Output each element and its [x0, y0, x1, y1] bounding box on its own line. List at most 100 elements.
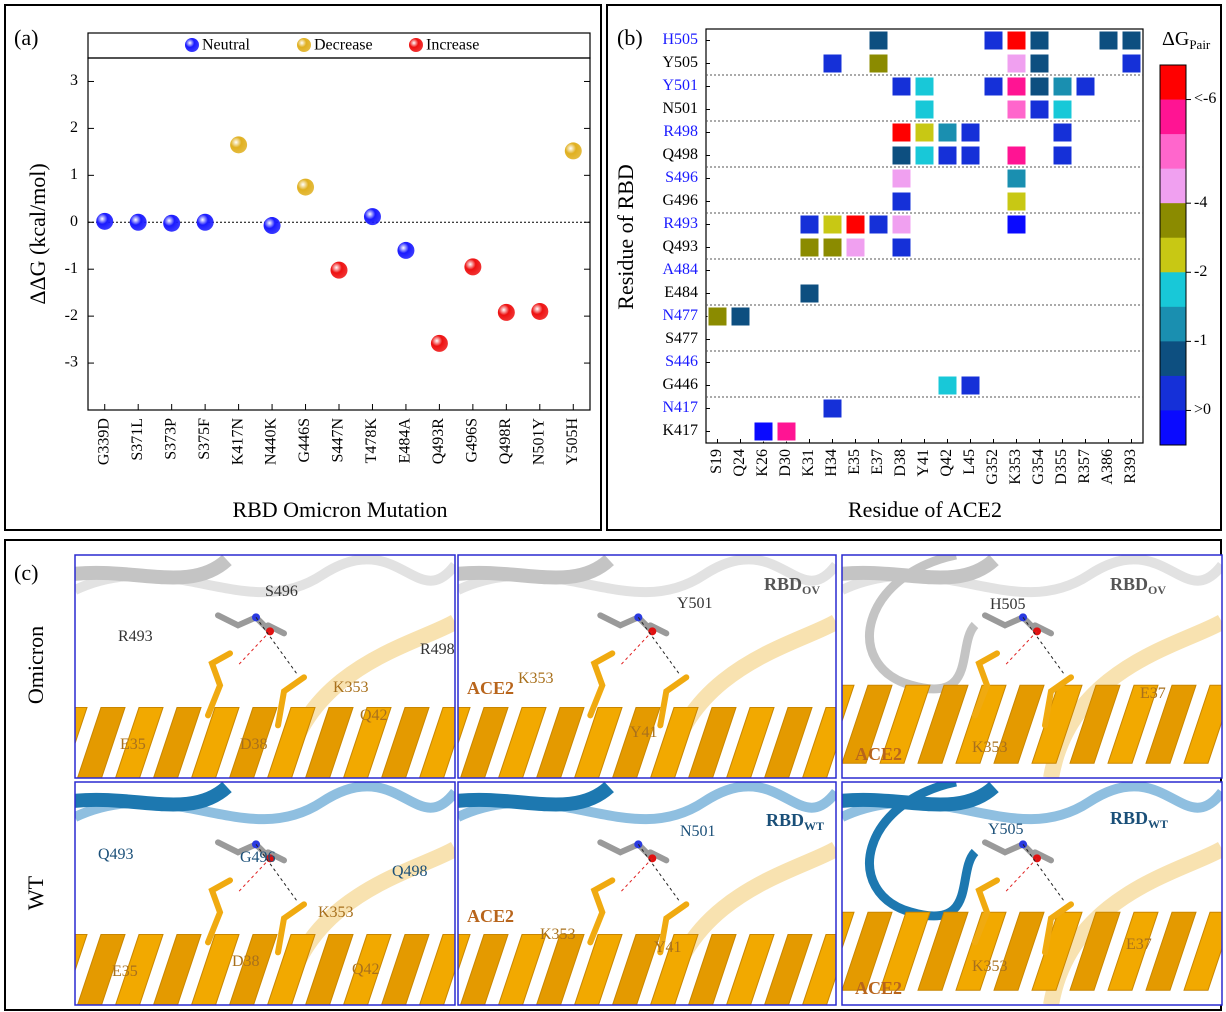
y-tick-label: E484	[664, 284, 698, 301]
panel-label: (a)	[14, 25, 38, 50]
label-text: Y501	[677, 595, 713, 612]
label-text: Q42	[352, 961, 380, 978]
heat-cell	[892, 238, 911, 257]
x-tick-label: S371L	[129, 418, 146, 461]
y-tick-label: S446	[665, 353, 698, 370]
heat-cell	[892, 146, 911, 165]
label-text: N501	[680, 823, 716, 840]
heat-cell	[823, 238, 842, 257]
label-text: ACE2	[855, 978, 902, 998]
scene-label: E37	[1140, 685, 1166, 702]
y-tick-label: S477	[665, 330, 698, 347]
label-text: RBD	[1110, 574, 1148, 594]
x-tick-label: D30	[777, 449, 794, 477]
heat-cell	[1122, 31, 1141, 50]
y-tick-label: N417	[662, 399, 698, 416]
heat-cell	[1053, 100, 1072, 119]
label-sub: OV	[802, 583, 820, 597]
label-text: RBD	[1110, 808, 1148, 828]
x-tick-label: S375F	[196, 418, 213, 460]
label-text: RBD	[764, 574, 802, 594]
label-text: D38	[240, 736, 268, 753]
x-axis-label: Residue of ACE2	[848, 497, 1002, 522]
x-tick-label: Q493R	[430, 418, 447, 465]
heat-cell	[1007, 77, 1026, 96]
scene-label: R498	[420, 641, 455, 658]
y-tick-label: R498	[663, 123, 698, 140]
y-tick-label: N501	[662, 100, 698, 117]
plot-frame	[88, 58, 590, 410]
scene-label: K353	[333, 679, 369, 696]
x-tick-label: N501Y	[530, 418, 547, 466]
heat-cell	[846, 238, 865, 257]
scene-label: Q42	[360, 707, 388, 724]
label-text: Y41	[630, 724, 658, 741]
x-tick-label: D355	[1053, 449, 1070, 485]
x-tick-label: G496S	[464, 418, 481, 462]
y-tick-label: Q493	[662, 238, 698, 255]
y-tick-label: Y505	[662, 54, 698, 71]
scene-label: S496	[265, 583, 298, 600]
heat-cell	[1007, 192, 1026, 211]
label-text: K353	[972, 739, 1008, 756]
heat-cell	[1030, 100, 1049, 119]
data-point	[364, 208, 381, 225]
label-text: Q493	[98, 846, 134, 863]
heat-cell	[1099, 31, 1118, 50]
x-tick-label: L45	[961, 449, 978, 475]
y-tick-label: 3	[70, 72, 78, 89]
colorbar-title-sub: Pair	[1189, 37, 1211, 52]
x-tick-label: G446S	[296, 418, 313, 462]
x-tick-label: Y505H	[564, 418, 581, 466]
label-text: ACE2	[855, 744, 902, 764]
label-text: K353	[540, 926, 576, 943]
figure: (a) (b) (c) RBD Omicron Mutation ΔΔG (kc…	[0, 0, 1226, 1012]
label-text: K353	[318, 904, 354, 921]
scene-label: Y41	[654, 939, 682, 956]
heat-cell	[915, 77, 934, 96]
scene-label: E37	[1126, 936, 1152, 953]
scene-label: Q498	[392, 863, 428, 880]
heat-cell	[915, 146, 934, 165]
colorbar-block	[1160, 272, 1186, 307]
heat-cell	[1007, 100, 1026, 119]
x-tick-label: K417N	[229, 418, 246, 466]
scene-label: E35	[120, 736, 146, 753]
y-tick-label: K417	[662, 422, 698, 439]
legend-marker	[409, 38, 423, 52]
legend-label: Neutral	[202, 37, 251, 54]
panel-label: (b)	[617, 25, 643, 50]
scene-label: Q42	[352, 961, 380, 978]
x-tick-label: Q42	[938, 449, 955, 477]
colorbar-block	[1160, 341, 1186, 376]
scene-label: ACE2	[855, 744, 902, 764]
heat-cell	[892, 215, 911, 234]
heat-cell	[915, 100, 934, 119]
heat-cell	[1053, 146, 1072, 165]
heat-cell	[823, 54, 842, 73]
x-tick-label: Y41	[915, 449, 932, 477]
label-text: R498	[420, 641, 455, 658]
label-text: Q42	[360, 707, 388, 724]
label-sub: OV	[1148, 583, 1166, 597]
heat-cell	[892, 123, 911, 142]
x-tick-label: T478K	[363, 418, 380, 464]
x-tick-label: G339D	[95, 418, 112, 465]
scene-label: R493	[118, 628, 153, 645]
heat-cell	[961, 146, 980, 165]
colorbar-tick-label: <-6	[1194, 90, 1216, 107]
colorbar-block	[1160, 307, 1186, 342]
row-label: WT	[23, 875, 48, 910]
legend-marker	[297, 38, 311, 52]
scene-label: Y505	[988, 821, 1024, 838]
heat-cell	[800, 284, 819, 303]
y-tick-label: G496	[662, 192, 698, 209]
heat-cell	[1030, 54, 1049, 73]
legend-label: Decrease	[314, 37, 373, 54]
y-axis-label: ΔΔG (kcal/mol)	[25, 163, 50, 304]
colorbar-tick-label: >0	[1194, 401, 1211, 418]
heat-cell	[915, 123, 934, 142]
scene: Y505RBDWTK353E37ACE2	[804, 782, 1226, 1005]
y-tick-label: S496	[665, 169, 698, 186]
data-point	[163, 215, 180, 232]
